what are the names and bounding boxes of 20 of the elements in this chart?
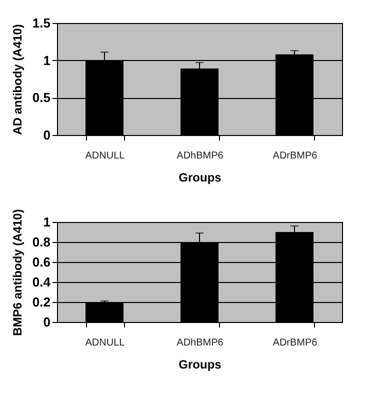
y-tick-label: 1.5 [32, 16, 50, 30]
x-tick-label: ADrBMP6 [272, 150, 318, 162]
x-tick-label: ADhBMP6 [176, 150, 224, 162]
y-tick-label: 0 [43, 128, 50, 142]
x-tick-label: ADNULL [85, 150, 126, 162]
y-axis-title: AD antibody (A410) [10, 24, 24, 135]
y-tick-label: 1 [43, 52, 50, 68]
y-tick-label: 0.5 [32, 90, 50, 106]
y-tick-label: 0.6 [32, 254, 50, 270]
y-tick-label: 0.2 [32, 294, 50, 310]
y-tick-label: 0 [43, 314, 50, 330]
x-tick-label: ADNULL [85, 338, 126, 348]
y-tick-label: 1 [43, 214, 50, 230]
y-tick-label: 0.8 [32, 234, 50, 250]
x-axis-title: Groups [178, 358, 222, 372]
y-axis-title: BMP6 antibody (A410) [10, 209, 24, 336]
y-tick-label: 0.4 [32, 274, 52, 290]
x-tick-label: ADhBMP6 [176, 338, 224, 348]
x-axis-title: Groups [178, 170, 222, 184]
x-tick-label: ADrBMP6 [272, 338, 318, 348]
